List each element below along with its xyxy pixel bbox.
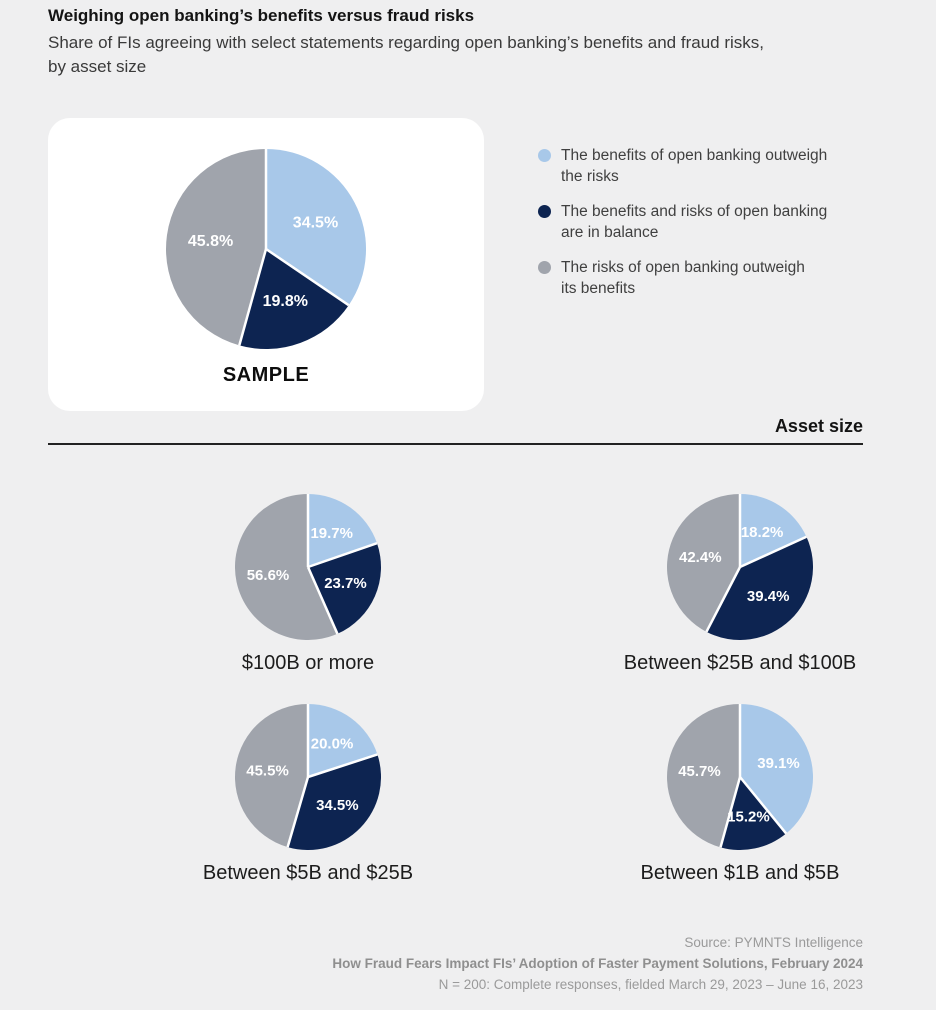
footer-report-line: How Fraud Fears Impact FIs’ Adoption of … [332, 956, 863, 971]
pie-caption: Between $5B and $25B [202, 862, 414, 884]
pie-chart-5b-25b: 20.0% 34.5% 45.5% [235, 704, 381, 850]
legend-label: The benefits of open banking outweigh th… [561, 147, 828, 185]
svg-text:45.7%: 45.7% [678, 763, 721, 780]
page-subtitle: Share of FIs agreeing with select statem… [48, 33, 764, 76]
pie-figure-25b-100b: 18.2% 39.4% 42.4% Between $25B and $100B [624, 494, 856, 674]
pie-chart-25b-100b: 18.2% 39.4% 42.4% [667, 494, 813, 640]
svg-text:20.0%: 20.0% [311, 735, 354, 752]
pie-caption: Between $1B and $5B [640, 862, 840, 884]
sample-caption: SAMPLE [222, 364, 310, 386]
svg-text:39.1%: 39.1% [757, 755, 800, 772]
svg-text:19.7%: 19.7% [310, 525, 353, 542]
legend-item-in-balance: The benefits and risks of open banking a… [538, 201, 827, 243]
footer-source-line: Source: PYMNTS Intelligence [684, 935, 863, 950]
legend-item-benefits-outweigh: The benefits of open banking outweigh th… [538, 145, 827, 187]
svg-text:56.6%: 56.6% [247, 567, 290, 584]
asset-size-heading: Asset size [774, 416, 863, 436]
svg-text:45.5%: 45.5% [246, 763, 289, 780]
legend-dot-icon [538, 261, 551, 274]
pie-caption: Between $25B and $100B [623, 652, 857, 674]
legend-dot-icon [538, 149, 551, 162]
svg-text:42.4%: 42.4% [679, 549, 722, 566]
legend-label: The benefits and risks of open banking a… [561, 203, 828, 241]
sample-card: 34.5% 19.8% 45.8% SAMPLE [48, 118, 484, 411]
svg-text:15.2%: 15.2% [727, 809, 770, 826]
footer-sample-line: N = 200: Complete responses, fielded Mar… [438, 977, 863, 992]
source-footer: Source: PYMNTS Intelligence How Fraud Fe… [332, 932, 863, 995]
page-title: Weighing open banking’s benefits versus … [48, 6, 475, 25]
pie-figure-100b-or-more: 19.7% 23.7% 56.6% $100B or more [235, 494, 381, 674]
svg-text:19.8%: 19.8% [263, 293, 308, 310]
svg-text:45.8%: 45.8% [188, 233, 233, 250]
legend-label: The risks of open banking outweigh its b… [561, 259, 805, 297]
svg-text:34.5%: 34.5% [316, 797, 359, 814]
legend: The benefits of open banking outweigh th… [538, 145, 827, 313]
pie-caption: $100B or more [241, 652, 375, 674]
legend-dot-icon [538, 205, 551, 218]
svg-text:23.7%: 23.7% [324, 575, 367, 592]
pie-chart-100b-or-more: 19.7% 23.7% 56.6% [235, 494, 381, 640]
legend-item-risks-outweigh: The risks of open banking outweigh its b… [538, 257, 827, 299]
sample-pie-chart: 34.5% 19.8% 45.8% [166, 149, 366, 349]
pie-figure-5b-25b: 20.0% 34.5% 45.5% Between $5B and $25B [203, 704, 413, 884]
svg-text:18.2%: 18.2% [741, 524, 784, 541]
svg-text:34.5%: 34.5% [293, 214, 338, 231]
pie-figure-1b-5b: 39.1% 15.2% 45.7% Between $1B and $5B [640, 704, 840, 884]
pie-chart-1b-5b: 39.1% 15.2% 45.7% [667, 704, 813, 850]
section-divider [48, 443, 863, 445]
svg-text:39.4%: 39.4% [747, 588, 790, 605]
